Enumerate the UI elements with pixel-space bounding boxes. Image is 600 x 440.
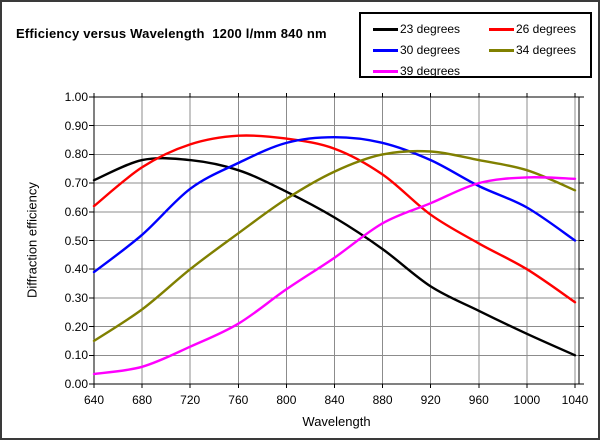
y-tick-label: 0.00 (64, 377, 88, 391)
legend-label: 39 degrees (400, 64, 461, 78)
series-line-39-degrees (92, 176, 577, 376)
legend-line-swatch (373, 69, 398, 73)
legend-label: 34 degrees (516, 43, 577, 57)
legend-item: 34 degrees (489, 40, 590, 60)
legend-line-swatch (489, 48, 514, 52)
y-tick-label: 0.50 (64, 233, 88, 248)
y-tick-label: 0.10 (64, 348, 88, 363)
y-tick-label: 1.00 (64, 90, 88, 104)
x-tick-label: 880 (372, 393, 393, 407)
y-tick-label: 0.40 (64, 262, 88, 277)
legend-item: 26 degrees (489, 19, 590, 39)
x-tick-label: 720 (180, 393, 201, 407)
series-line-30-degrees (92, 135, 577, 274)
legend-item: 30 degrees (373, 40, 489, 60)
legend-line-swatch (373, 27, 398, 31)
x-tick-label: 840 (324, 393, 345, 407)
x-tick-label: 680 (132, 393, 153, 407)
series-line-26-degrees (92, 134, 577, 304)
legend-line-swatch (489, 27, 514, 31)
legend: 23 degrees 26 degrees 30 degrees 34 degrees… (359, 12, 592, 78)
x-tick-label: 760 (228, 393, 249, 407)
x-tick-label: 1040 (561, 393, 589, 407)
legend-item: 23 degrees (373, 19, 489, 39)
legend-label: 26 degrees (516, 22, 577, 36)
y-tick-label: 0.90 (64, 118, 88, 133)
y-axis-title: Diffraction efficiency (24, 182, 40, 299)
x-tick-label: 800 (276, 393, 297, 407)
y-tick-label: 0.70 (64, 176, 88, 191)
x-axis-title: Wavelength (302, 414, 371, 429)
y-tick-label: 0.60 (64, 204, 88, 219)
x-tick-label: 1000 (513, 393, 541, 407)
x-tick-label: 960 (468, 393, 489, 407)
x-tick-label: 920 (420, 393, 441, 407)
chart-title: Efficiency versus Wavelength 1200 l/mm 8… (16, 26, 327, 41)
y-tick-label: 0.80 (64, 147, 88, 162)
legend-line-swatch (373, 48, 398, 52)
legend-item: 39 degrees (373, 61, 489, 81)
x-tick-label: 640 (83, 393, 105, 407)
legend-label: 23 degrees (400, 22, 461, 36)
y-tick-label: 0.20 (64, 319, 88, 334)
axis-ticks (89, 93, 584, 388)
gridlines (94, 97, 579, 384)
legend-label: 30 degrees (400, 43, 461, 57)
series-line-34-degrees (92, 149, 577, 343)
series-line-23-degrees (92, 157, 577, 357)
y-tick-label: 0.30 (64, 290, 88, 305)
